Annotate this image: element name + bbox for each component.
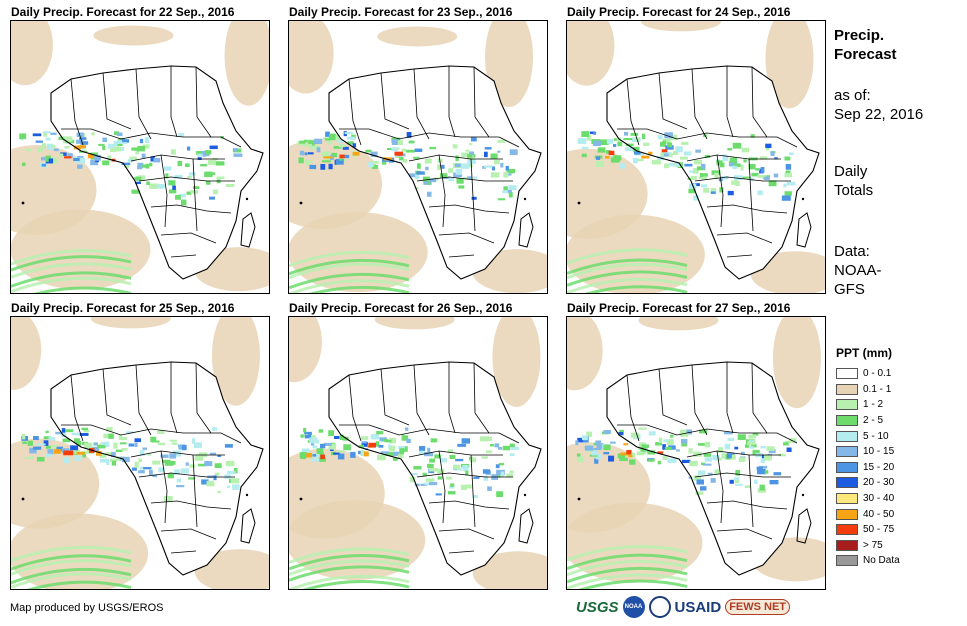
legend-item: > 75 — [836, 538, 900, 554]
legend-label: 10 - 15 — [863, 446, 895, 458]
legend-item: 40 - 50 — [836, 506, 900, 522]
legend-label: 15 - 20 — [863, 461, 895, 473]
legend-label: 50 - 75 — [863, 524, 895, 536]
legend-label: 1 - 2 — [863, 399, 884, 411]
africa-precip-map — [567, 317, 825, 589]
legend-label: 40 - 50 — [863, 508, 895, 520]
sidebar-asof: as of: Sep 22, 2016 — [834, 86, 923, 124]
forecast-panel-sep-24: Daily Precip. Forecast for 24 Sep., 2016 — [566, 4, 832, 298]
legend-swatch — [836, 446, 858, 458]
sidebar-totals: Daily Totals — [834, 162, 873, 200]
africa-precip-map — [289, 21, 547, 293]
legend-item: 0 - 0.1 — [836, 366, 900, 382]
forecast-panel-sep-22: Daily Precip. Forecast for 22 Sep., 2016 — [10, 4, 276, 298]
totals-line1: Daily — [834, 163, 868, 180]
legend-swatch — [836, 477, 858, 489]
panel-title: Daily Precip. Forecast for 24 Sep., 2016 — [567, 5, 791, 19]
africa-precip-map — [11, 21, 269, 293]
precip-map — [566, 20, 826, 294]
legend-item: 30 - 40 — [836, 491, 900, 507]
precip-map — [566, 316, 826, 590]
legend-item: 10 - 15 — [836, 444, 900, 460]
panel-title: Daily Precip. Forecast for 26 Sep., 2016 — [289, 301, 513, 315]
data-line3: GFS — [834, 281, 865, 298]
legend-item: 1 - 2 — [836, 397, 900, 413]
legend-item: 20 - 30 — [836, 475, 900, 491]
panel-title: Daily Precip. Forecast for 27 Sep., 2016 — [567, 301, 791, 315]
sidebar-title: Precip. Forecast — [834, 26, 897, 64]
usaid-logo: USAID — [674, 598, 722, 616]
legend-swatch — [836, 383, 858, 395]
precip-legend: 0 - 0.1 0.1 - 1 1 - 2 2 - 5 5 - 10 10 - 15 15 … — [836, 366, 900, 569]
africa-precip-map — [11, 317, 269, 589]
legend-swatch — [836, 555, 858, 567]
forecast-panel-sep-27: Daily Precip. Forecast for 27 Sep., 2016 — [566, 300, 832, 594]
panel-title: Daily Precip. Forecast for 22 Sep., 2016 — [11, 5, 235, 19]
noaa-logo: NOAA — [622, 596, 645, 618]
asof-date: Sep 22, 2016 — [834, 106, 924, 123]
data-line2: NOAA- — [834, 262, 882, 279]
legend-swatch — [836, 399, 858, 411]
legend-label: > 75 — [863, 539, 883, 551]
legend-item: 50 - 75 — [836, 522, 900, 538]
legend-label: 20 - 30 — [863, 477, 895, 489]
legend-swatch — [836, 415, 858, 427]
fews-net-logo: FEWS NET — [725, 599, 791, 615]
panel-title: Daily Precip. Forecast for 25 Sep., 2016 — [11, 301, 235, 315]
legend-swatch — [836, 493, 858, 505]
usaid-seal-icon — [648, 596, 671, 618]
africa-precip-map — [567, 21, 825, 293]
sidebar-data-source: Data: NOAA- GFS — [834, 242, 882, 299]
legend-label: No Data — [863, 555, 900, 567]
precip-map — [10, 316, 270, 590]
precip-map — [10, 20, 270, 294]
forecast-panel-sep-23: Daily Precip. Forecast for 23 Sep., 2016 — [288, 4, 554, 298]
map-credit: Map produced by USGS/EROS — [10, 602, 164, 614]
legend-item: 15 - 20 — [836, 460, 900, 476]
legend-item: 0.1 - 1 — [836, 382, 900, 398]
legend-swatch — [836, 539, 858, 551]
legend-swatch — [836, 430, 858, 442]
asof-label: as of: — [834, 87, 871, 104]
legend-label: 0.1 - 1 — [863, 383, 892, 395]
legend-label: 30 - 40 — [863, 493, 895, 505]
sidebar-title-line1: Precip. — [834, 27, 885, 44]
legend-label: 2 - 5 — [863, 415, 884, 427]
sidebar-title-line2: Forecast — [834, 46, 897, 63]
agency-logos: USGS NOAA USAID FEWS NET — [576, 593, 791, 621]
forecast-panel-sep-26: Daily Precip. Forecast for 26 Sep., 2016 — [288, 300, 554, 594]
precip-map — [288, 316, 548, 590]
panel-title: Daily Precip. Forecast for 23 Sep., 2016 — [289, 5, 513, 19]
legend-title: PPT (mm) — [836, 346, 893, 360]
legend-swatch — [836, 508, 858, 520]
legend-swatch — [836, 524, 858, 536]
data-line1: Data: — [834, 243, 870, 260]
legend-item: No Data — [836, 553, 900, 569]
legend-label: 5 - 10 — [863, 430, 889, 442]
legend-swatch — [836, 368, 858, 380]
legend-swatch — [836, 461, 858, 473]
precip-map — [288, 20, 548, 294]
forecast-panel-sep-25: Daily Precip. Forecast for 25 Sep., 2016 — [10, 300, 276, 594]
totals-line2: Totals — [834, 182, 874, 199]
legend-item: 5 - 10 — [836, 428, 900, 444]
africa-precip-map — [289, 317, 547, 589]
usgs-logo: USGS — [576, 598, 619, 616]
legend-item: 2 - 5 — [836, 413, 900, 429]
legend-label: 0 - 0.1 — [863, 368, 892, 380]
